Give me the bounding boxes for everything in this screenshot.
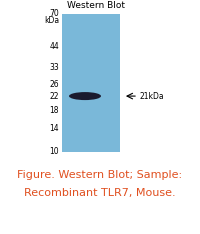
Text: 70: 70 xyxy=(49,10,59,18)
Text: 14: 14 xyxy=(49,124,59,133)
Text: 22: 22 xyxy=(50,91,59,101)
Text: 18: 18 xyxy=(50,106,59,115)
Text: Recombinant TLR7, Mouse.: Recombinant TLR7, Mouse. xyxy=(24,188,176,198)
Text: Figure. Western Blot; Sample:: Figure. Western Blot; Sample: xyxy=(17,170,183,180)
Text: 10: 10 xyxy=(49,147,59,157)
Bar xyxy=(62,14,120,152)
Text: 44: 44 xyxy=(49,42,59,51)
Text: kDa: kDa xyxy=(44,16,59,25)
Text: Western Blot: Western Blot xyxy=(67,1,125,10)
Text: 26: 26 xyxy=(49,80,59,89)
Ellipse shape xyxy=(69,92,101,100)
Text: 21kDa: 21kDa xyxy=(140,91,165,101)
Text: 33: 33 xyxy=(49,63,59,72)
